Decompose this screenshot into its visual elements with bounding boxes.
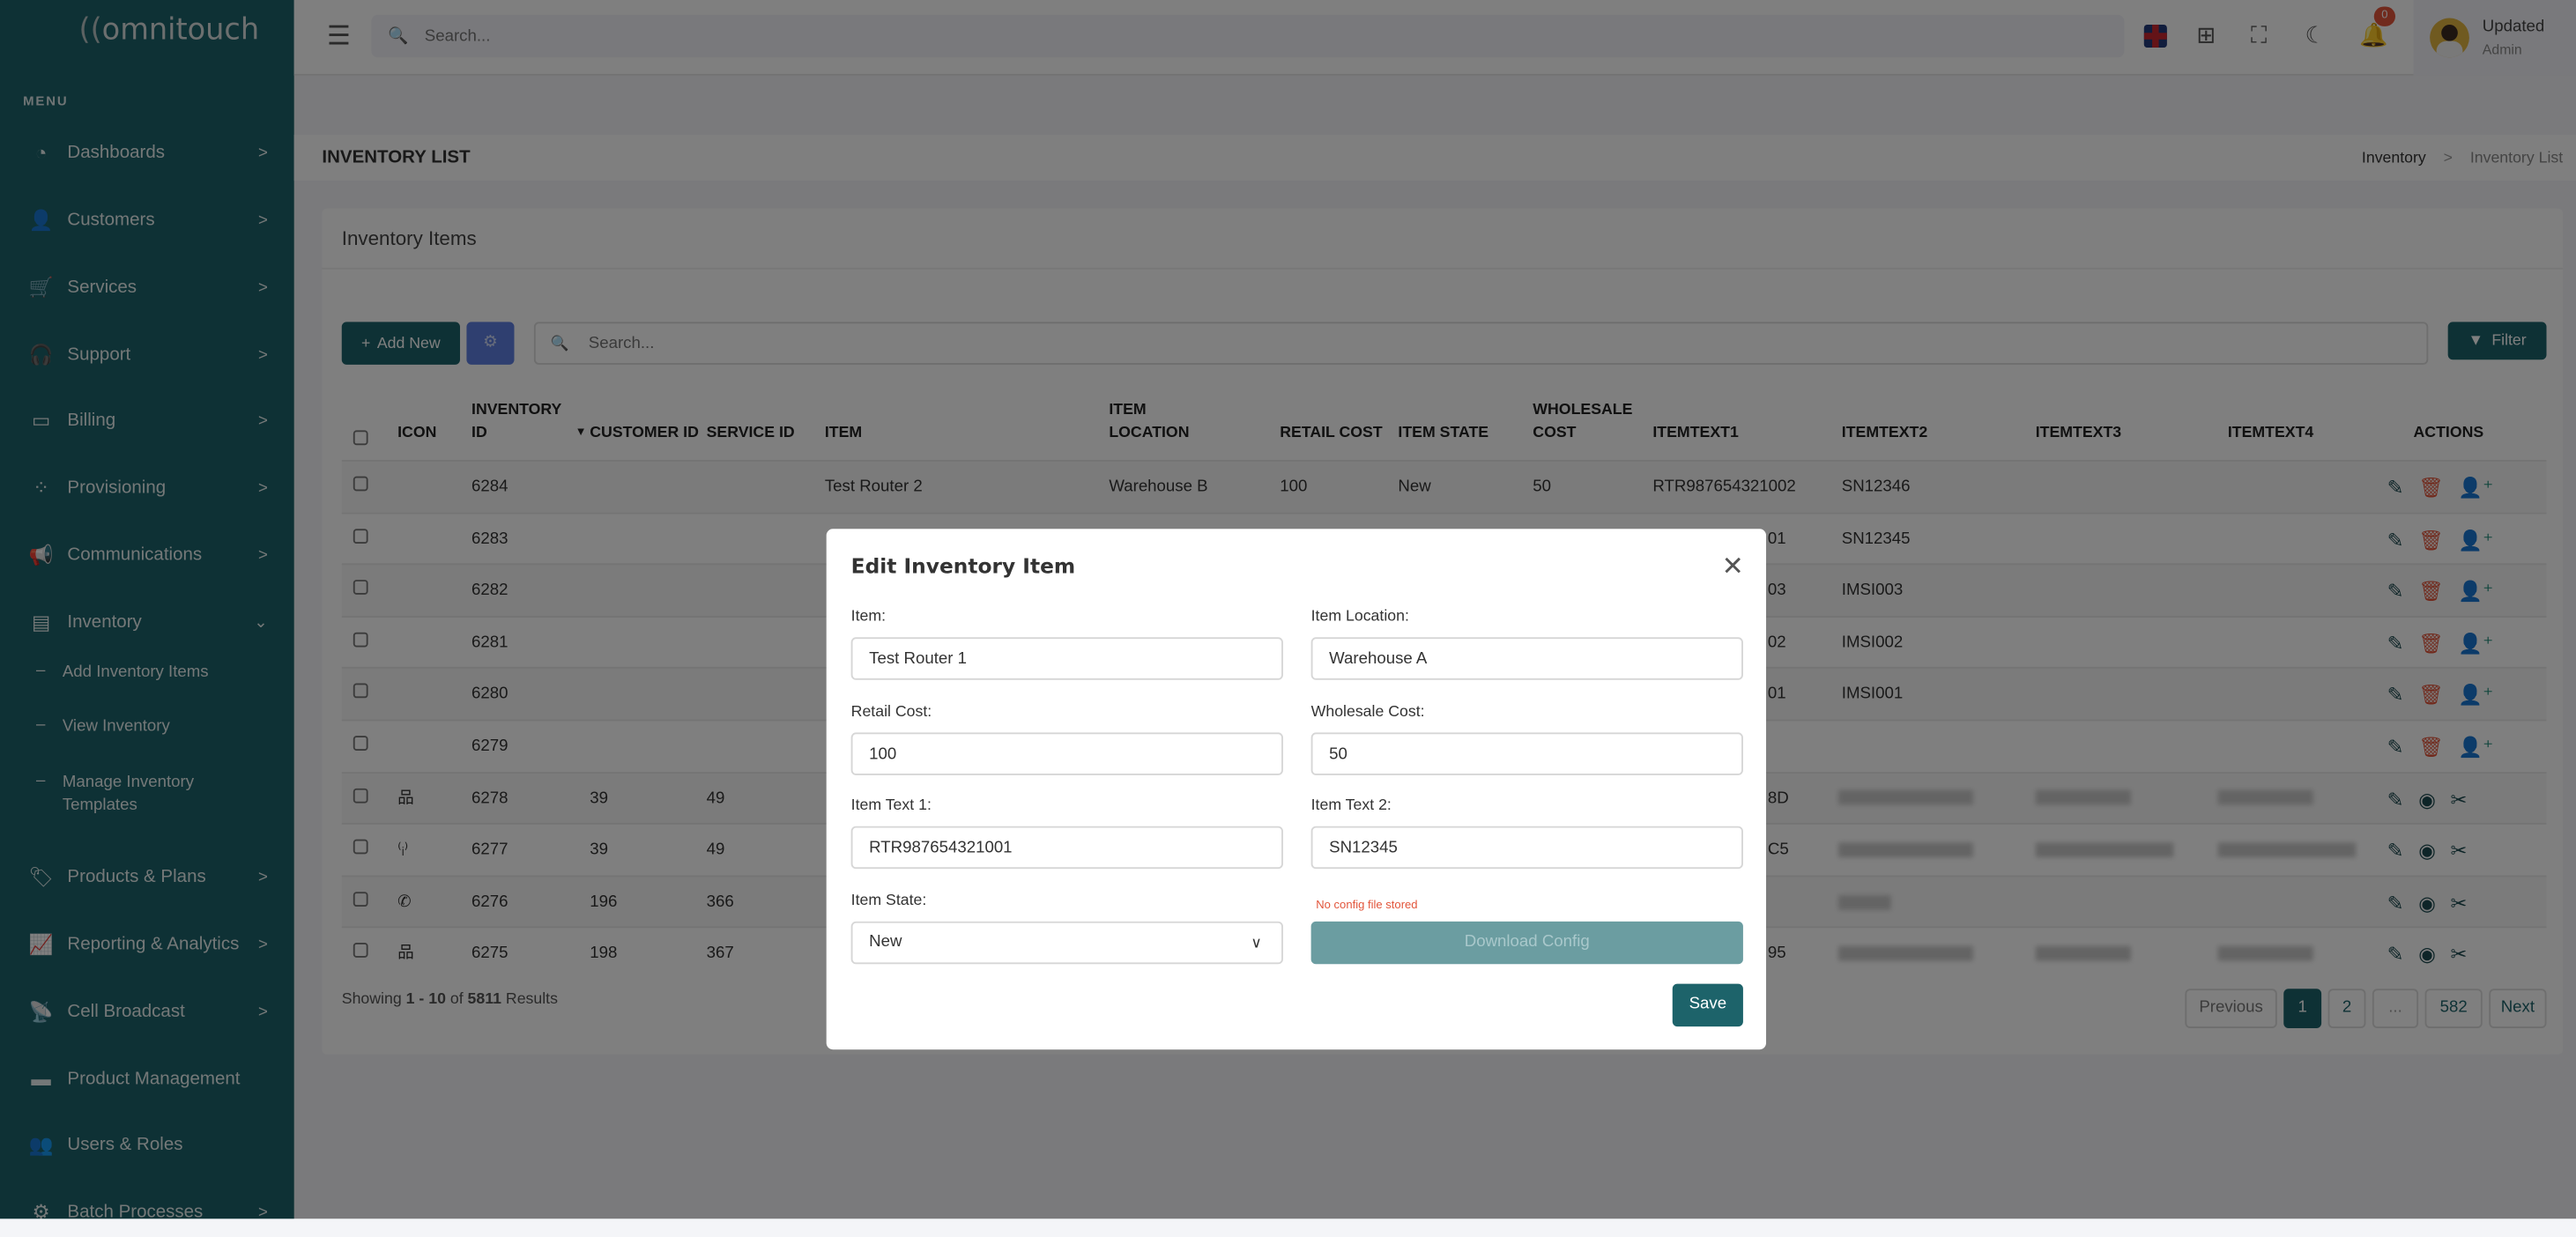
item-state-value: New: [869, 932, 902, 952]
item-text-1-input[interactable]: [850, 826, 1283, 870]
modal-title: Edit Inventory Item: [850, 553, 1076, 579]
wholesale-cost-input[interactable]: [1310, 732, 1743, 775]
item-state-label: Item State:: [850, 892, 927, 910]
item-text-2-input[interactable]: [1310, 826, 1743, 870]
close-icon[interactable]: ✕: [1721, 553, 1744, 581]
item-input[interactable]: [850, 637, 1283, 680]
item-location-input[interactable]: [1310, 637, 1743, 680]
edit-inventory-modal: Edit Inventory Item ✕ Item: Item Locatio…: [826, 529, 1767, 1050]
item-label: Item:: [850, 607, 887, 626]
wholesale-cost-label: Wholesale Cost:: [1310, 702, 1425, 722]
save-button[interactable]: Save: [1672, 983, 1743, 1027]
retail-cost-label: Retail Cost:: [850, 702, 932, 722]
no-config-message: No config file stored: [1316, 900, 1418, 912]
download-config-button[interactable]: Download Config: [1310, 921, 1743, 965]
chevron-down-icon: ∨: [1251, 934, 1262, 952]
item-text-1-label: Item Text 1:: [850, 796, 932, 815]
item-location-label: Item Location:: [1310, 607, 1409, 626]
retail-cost-input[interactable]: [850, 732, 1283, 775]
item-text-2-label: Item Text 2:: [1310, 796, 1392, 815]
item-state-select[interactable]: New ∨: [850, 921, 1283, 965]
